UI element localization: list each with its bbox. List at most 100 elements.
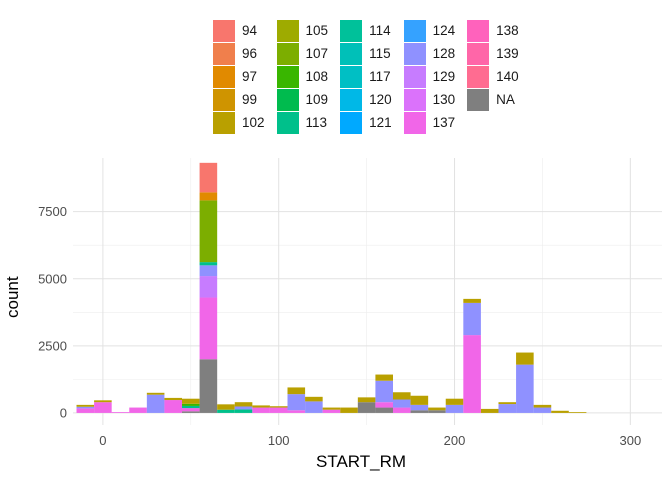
legend-label: 113 bbox=[305, 115, 328, 130]
bar-segment bbox=[305, 396, 323, 402]
bar-segment bbox=[287, 410, 306, 413]
bar-segment bbox=[252, 405, 270, 408]
legend-key bbox=[340, 65, 363, 88]
bar-segment bbox=[234, 406, 253, 410]
legend-key bbox=[403, 65, 426, 88]
bar-segment bbox=[463, 298, 481, 303]
legend-label: 130 bbox=[432, 92, 456, 107]
legend-column: 94 96 97 99 102 bbox=[213, 19, 265, 134]
x-tick-label: 0 bbox=[99, 433, 106, 448]
bar-segment bbox=[269, 406, 288, 408]
legend-item: 137 bbox=[403, 111, 456, 134]
legend-item: 107 bbox=[276, 42, 329, 65]
bar-segment bbox=[182, 411, 200, 413]
legend-item: 130 bbox=[403, 88, 456, 111]
y-axis-title: count bbox=[3, 276, 22, 318]
legend-item: NA bbox=[467, 88, 519, 111]
legend-label: NA bbox=[496, 92, 515, 107]
legend-label: 128 bbox=[432, 46, 456, 61]
legend-item: 117 bbox=[340, 65, 392, 88]
legend-label: 97 bbox=[242, 69, 258, 84]
bar-segment bbox=[498, 404, 517, 413]
bar-segment bbox=[463, 335, 481, 413]
legend-key bbox=[213, 42, 235, 65]
bar-segment bbox=[375, 380, 393, 403]
legend-item: 124 bbox=[403, 19, 455, 42]
legend-key bbox=[213, 111, 235, 134]
bar-segment bbox=[533, 404, 552, 408]
legend-label: 140 bbox=[496, 69, 519, 84]
bar-segment bbox=[76, 406, 95, 409]
bar-segment bbox=[392, 399, 411, 408]
bar-segment bbox=[445, 398, 464, 405]
legend-label: 137 bbox=[432, 115, 456, 130]
bar-segment bbox=[375, 374, 393, 381]
legend: 94 96 97 99 102 105 107 108 109 113 114 115 117 120… bbox=[213, 19, 519, 134]
legend-item: 114 bbox=[340, 19, 392, 42]
bar-segment bbox=[199, 162, 218, 193]
bar-segment bbox=[94, 400, 112, 403]
legend-label: 129 bbox=[432, 69, 456, 84]
bar-segment bbox=[182, 405, 200, 409]
legend-key bbox=[340, 88, 363, 111]
bar-segment bbox=[392, 392, 411, 400]
legend-key bbox=[276, 111, 299, 134]
bar-segment bbox=[146, 394, 165, 413]
legend-item: 140 bbox=[467, 65, 519, 88]
legend-item: 129 bbox=[403, 65, 456, 88]
bar-segment bbox=[322, 407, 341, 410]
legend-key bbox=[276, 88, 299, 111]
legend-key bbox=[276, 42, 299, 65]
tick-labels: 0 100 200 300 0 2500 5000 7500 bbox=[38, 204, 641, 448]
legend-item: 128 bbox=[403, 42, 456, 65]
bar-segment bbox=[199, 265, 218, 277]
legend-key bbox=[276, 19, 299, 42]
bar-segment bbox=[269, 407, 288, 413]
bar-segment bbox=[445, 404, 464, 413]
legend-label: 138 bbox=[496, 23, 519, 38]
legend-label: 108 bbox=[305, 69, 329, 84]
bar-segment bbox=[76, 404, 95, 407]
bar-segment bbox=[551, 410, 569, 413]
legend-item: 96 bbox=[213, 42, 265, 65]
legend-key bbox=[403, 88, 426, 111]
legend-item: 113 bbox=[276, 111, 329, 134]
legend-label: 115 bbox=[369, 46, 391, 61]
bar-segment bbox=[392, 407, 411, 413]
legend-label: 109 bbox=[305, 92, 329, 107]
legend-label: 121 bbox=[369, 115, 392, 130]
grid bbox=[73, 158, 662, 425]
legend-label: 99 bbox=[242, 92, 258, 107]
legend-column: 124 128 129 130 137 bbox=[403, 19, 456, 134]
legend-key bbox=[467, 88, 490, 111]
legend-key bbox=[403, 42, 426, 65]
bar-segment bbox=[568, 412, 587, 413]
legend-item: 94 bbox=[213, 19, 265, 42]
legend-key bbox=[403, 19, 426, 42]
legend-key bbox=[467, 42, 490, 65]
legend-key bbox=[276, 65, 299, 88]
y-tick-label: 5000 bbox=[38, 271, 67, 286]
bar-segment bbox=[199, 297, 218, 360]
bar-segment bbox=[111, 412, 130, 413]
bar-segment bbox=[533, 407, 552, 413]
bar-segment bbox=[182, 398, 200, 404]
bar-segment bbox=[322, 409, 341, 413]
legend-key bbox=[467, 65, 490, 88]
legend-label: 94 bbox=[242, 23, 258, 38]
legend-key bbox=[213, 19, 235, 42]
legend-item: 138 bbox=[467, 19, 519, 42]
bar-segment bbox=[94, 402, 112, 413]
legend-label: 107 bbox=[305, 46, 329, 61]
bar-segment bbox=[199, 276, 218, 298]
legend-item: 102 bbox=[213, 111, 265, 134]
bar-segment bbox=[129, 407, 147, 413]
bar-segment bbox=[199, 262, 218, 266]
bar-segment bbox=[76, 408, 95, 413]
x-tick-label: 100 bbox=[268, 433, 290, 448]
bar-segment bbox=[199, 192, 218, 201]
bar-segment bbox=[480, 408, 499, 413]
bar-segment bbox=[287, 394, 306, 411]
bar-segment bbox=[182, 408, 200, 412]
